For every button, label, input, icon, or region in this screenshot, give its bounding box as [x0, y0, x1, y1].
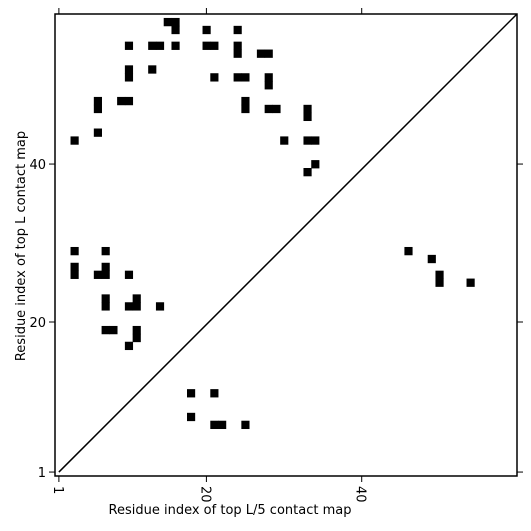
y-axis-label: Residue index of top L contact map — [14, 131, 29, 361]
contact-cell — [202, 25, 211, 35]
contact-cell — [404, 246, 413, 256]
contact-cell — [264, 49, 273, 58]
contact-cell — [132, 325, 141, 335]
x-tick-label: 40 — [353, 486, 368, 503]
contact-cell — [435, 270, 444, 279]
contact-cell — [241, 420, 250, 430]
contact-cell — [264, 81, 273, 90]
plot-frame — [54, 13, 518, 477]
contact-cell — [210, 73, 219, 82]
contact-cell — [101, 262, 110, 272]
contact-cell — [303, 136, 312, 145]
contact-cell — [124, 96, 134, 106]
contact-cell — [233, 41, 242, 50]
contact-cell — [93, 270, 102, 279]
contact-cell — [124, 341, 134, 351]
contact-cell — [101, 246, 110, 256]
contact-cell — [155, 41, 165, 50]
contact-cell — [303, 112, 312, 122]
y-tick-label: 40 — [29, 158, 46, 173]
contact-cell — [155, 302, 165, 311]
contact-cell — [256, 49, 266, 58]
contact-cell — [132, 294, 141, 303]
contact-cell — [171, 25, 180, 35]
contact-cell — [264, 104, 273, 114]
contact-cell — [466, 278, 475, 287]
contact-cell — [233, 49, 242, 58]
y-tick-label: 1 — [38, 466, 46, 481]
x-axis-label: Residue index of top L/5 contact map — [109, 503, 352, 518]
contact-cell — [210, 420, 219, 430]
contact-cell — [124, 65, 134, 74]
contact-cell — [233, 73, 242, 82]
contact-cell — [187, 412, 196, 422]
contact-cell — [311, 136, 320, 145]
contact-cell — [187, 389, 196, 398]
x-tick-label: 1 — [50, 486, 65, 494]
contact-cell — [101, 325, 110, 335]
contact-cell — [202, 41, 211, 50]
contact-cell — [311, 160, 320, 169]
contact-cell — [93, 96, 102, 106]
diagonal-line — [58, 13, 518, 473]
upper-left-contacts — [70, 17, 320, 351]
contact-cell — [124, 41, 134, 50]
contact-cell — [70, 246, 79, 256]
contact-cell — [233, 25, 242, 35]
contact-cell — [93, 128, 102, 137]
contact-cell — [124, 270, 134, 279]
y-tick-label: 20 — [29, 316, 46, 331]
contact-cell — [163, 17, 172, 27]
contact-cell — [427, 254, 436, 264]
contact-cell — [272, 104, 281, 114]
contact-cell — [218, 420, 227, 430]
contact-cell — [241, 104, 250, 114]
contact-cell — [101, 270, 110, 279]
contact-cell — [148, 41, 157, 50]
contact-cell — [109, 325, 118, 335]
contact-cell — [435, 278, 444, 287]
contact-cell — [210, 41, 219, 50]
contact-cell — [93, 104, 102, 114]
axis-ticks: 1 20 40 1 20 40 — [29, 8, 523, 503]
contact-cell — [70, 270, 79, 279]
contact-cell — [171, 41, 180, 50]
contact-cell — [132, 333, 141, 343]
contact-cell — [303, 168, 312, 177]
contact-cell — [171, 17, 180, 27]
contact-cell — [124, 73, 134, 82]
contact-cell — [148, 65, 157, 74]
contact-cell — [264, 73, 273, 82]
contact-cell — [70, 262, 79, 272]
contact-cell — [117, 96, 126, 106]
contact-cell — [70, 136, 79, 145]
x-tick-label: 20 — [197, 486, 212, 503]
contact-cell — [241, 96, 250, 106]
contact-cell — [101, 302, 110, 311]
contact-cell — [210, 389, 219, 398]
contact-cell — [303, 104, 312, 114]
contact-cell — [124, 302, 134, 311]
contact-cell — [241, 73, 250, 82]
contact-cell — [101, 294, 110, 303]
contact-cell — [280, 136, 289, 145]
contact-cell — [132, 302, 141, 311]
lower-right-contacts — [187, 246, 475, 430]
